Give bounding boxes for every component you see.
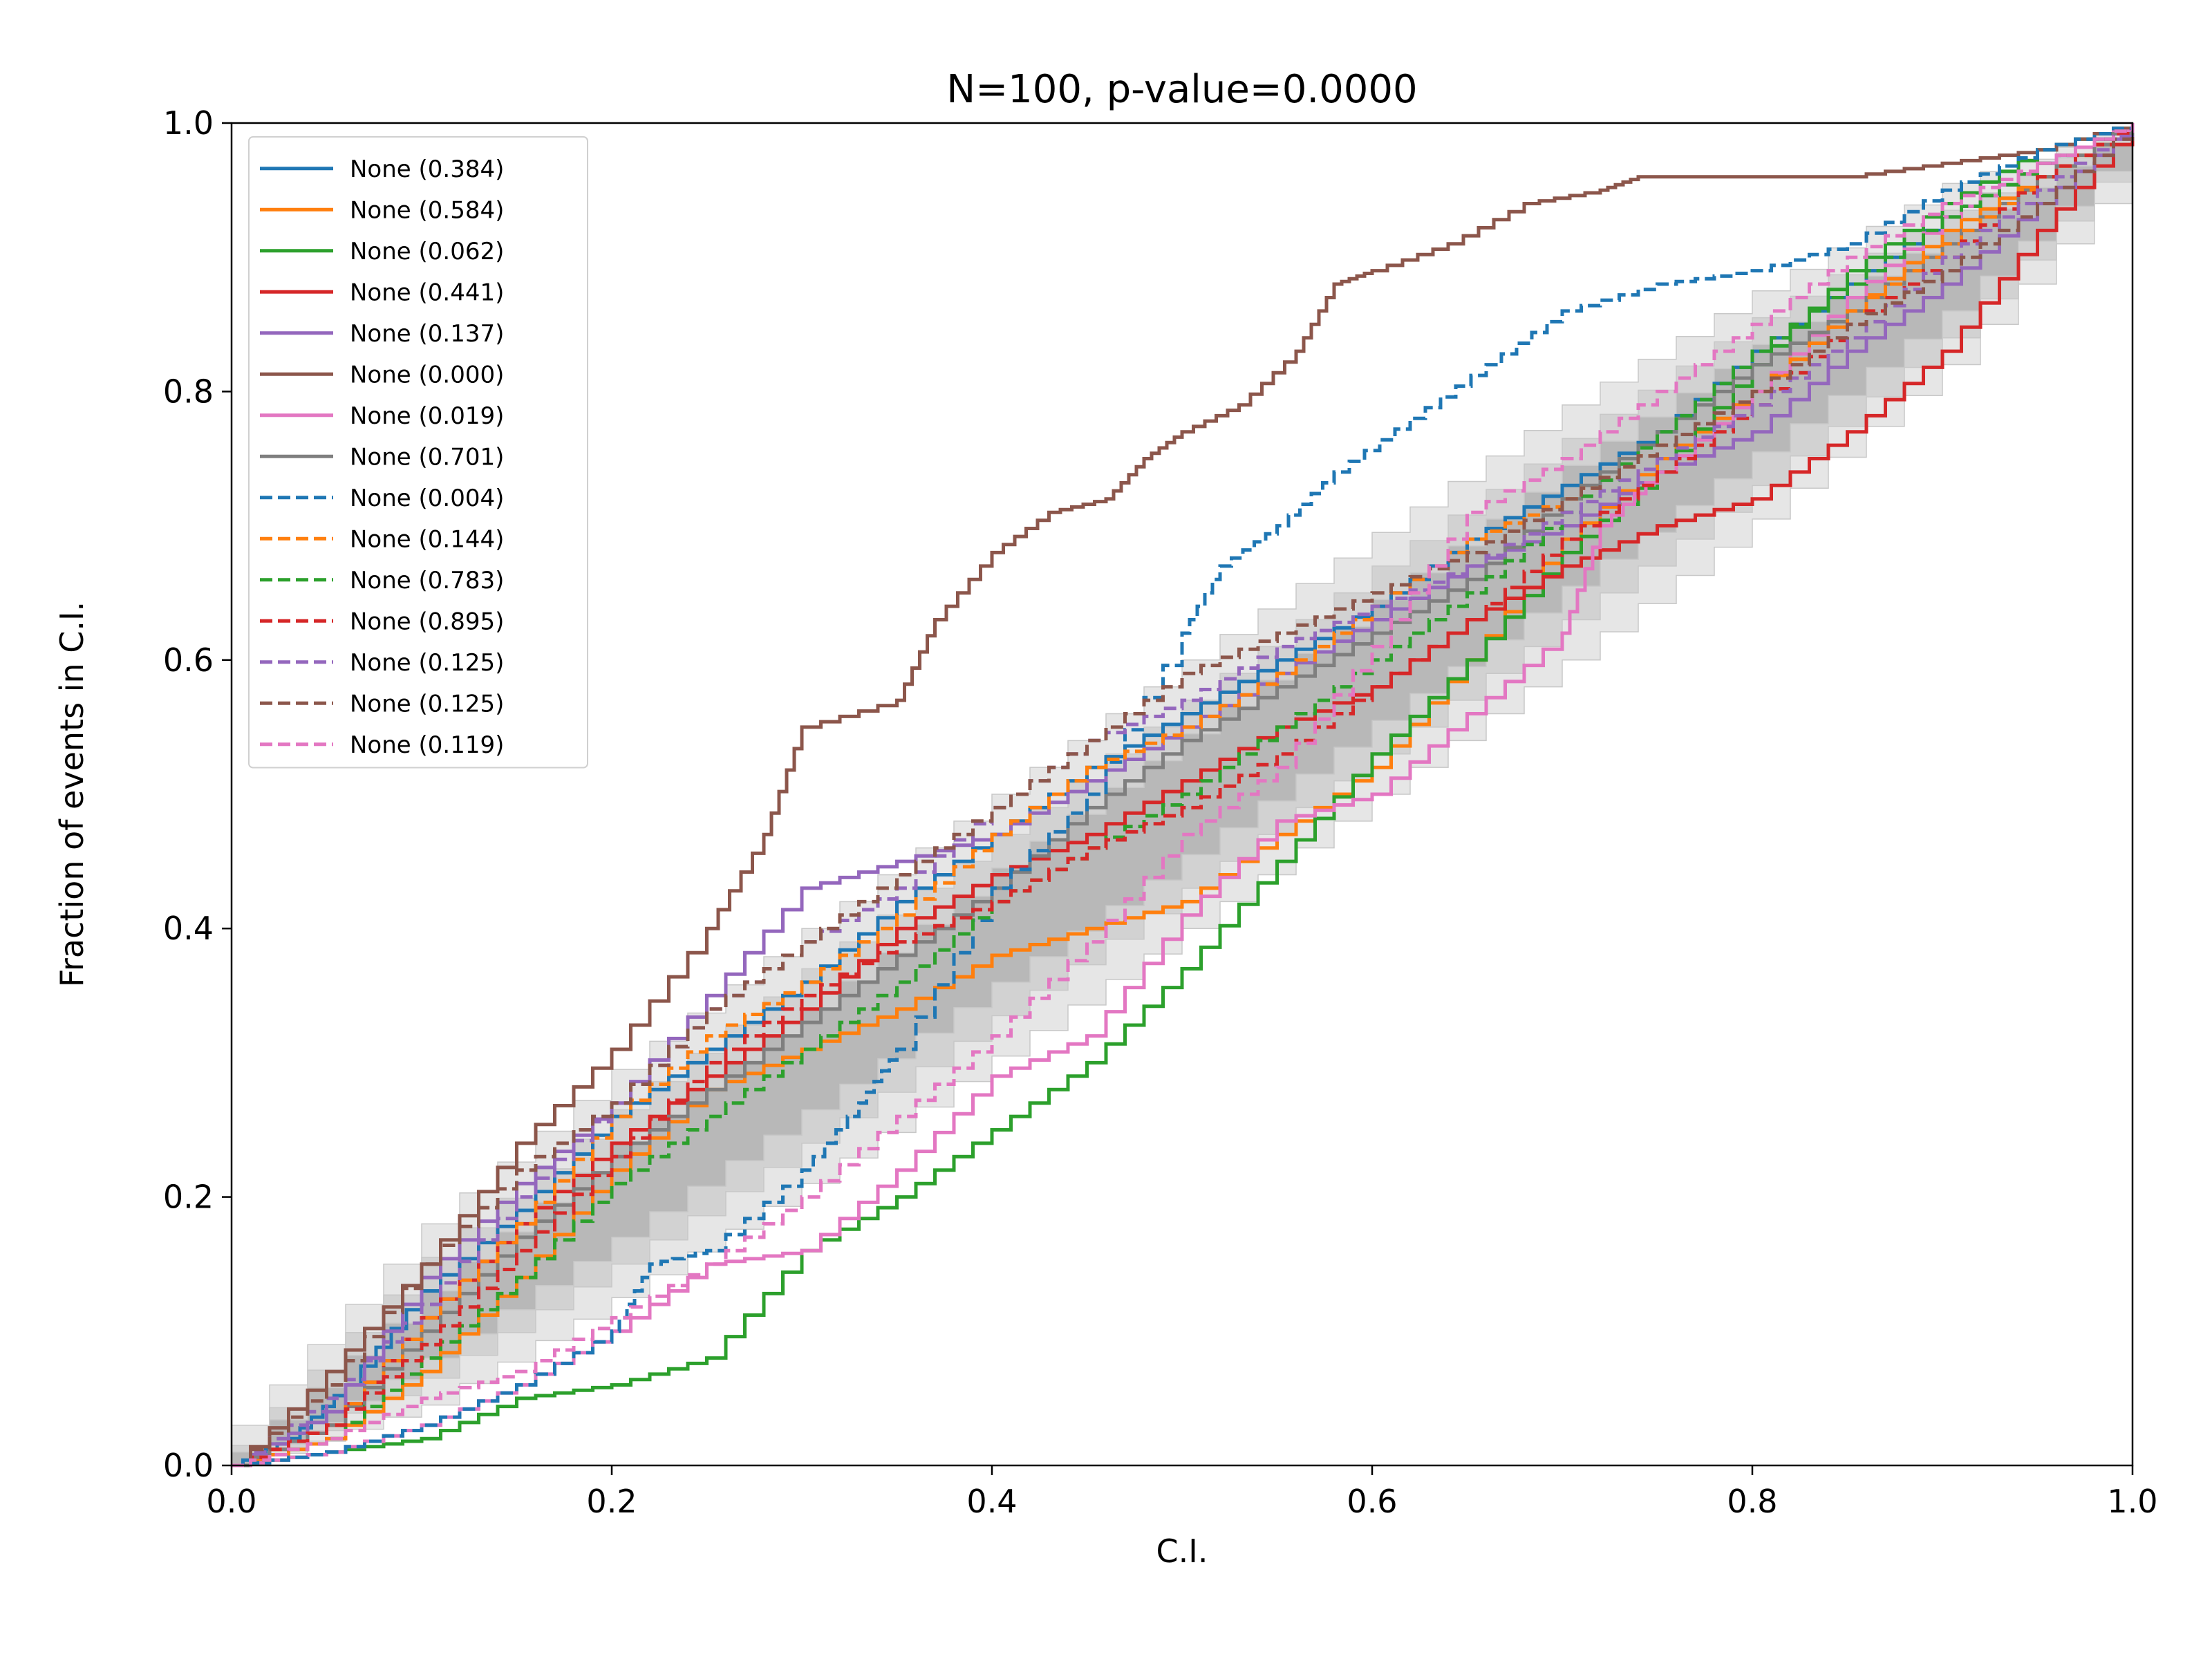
legend-entry-label: None (0.384) xyxy=(350,156,504,183)
chart-title: N=100, p-value=0.0000 xyxy=(946,67,1417,112)
legend-entry-label: None (0.062) xyxy=(350,238,504,265)
series-line-13 xyxy=(232,123,2135,1468)
legend-entry-label: None (0.701) xyxy=(350,443,504,471)
series-line-10 xyxy=(232,123,2135,1468)
data-series xyxy=(232,123,2135,1468)
legend-entry-label: None (0.137) xyxy=(350,320,504,348)
legend-entry-label: None (0.441) xyxy=(350,279,504,306)
y-tick-label: 0.8 xyxy=(163,373,214,410)
plot-frame xyxy=(230,122,2134,1467)
y-tick-label: 0.2 xyxy=(163,1179,214,1216)
legend-entry-label: None (0.584) xyxy=(350,196,504,224)
x-tick-label: 0.6 xyxy=(1347,1483,1397,1520)
x-tick-label: 0.2 xyxy=(586,1483,637,1520)
y-tick-label: 0.0 xyxy=(163,1447,214,1484)
series-line-14 xyxy=(232,123,2135,1468)
legend-entry-label: None (0.783) xyxy=(350,567,504,594)
series-line-7 xyxy=(232,123,2135,1468)
legend: None (0.384) None (0.584) None (0.062) None… xyxy=(248,136,588,769)
legend-entry-label: None (0.004) xyxy=(350,485,504,512)
axis-ticks: 0.0 0.2 0.4 0.6 0.8 1.0 0.0 0.2 0.4 0.6 0.8 1.0 xyxy=(163,104,2158,1520)
series-line-5 xyxy=(232,123,2135,1468)
legend-entry-label: None (0.895) xyxy=(350,608,504,635)
legend-entry-label: None (0.000) xyxy=(350,361,504,388)
legend-box xyxy=(248,136,588,769)
series-line-4 xyxy=(232,123,2135,1468)
y-tick-label: 1.0 xyxy=(163,104,214,142)
legend-entry-label: None (0.125) xyxy=(350,690,504,718)
series-line-12 xyxy=(232,123,2135,1468)
x-tick-label: 0.8 xyxy=(1727,1483,1777,1520)
series-line-8 xyxy=(232,123,2135,1468)
x-tick-label: 1.0 xyxy=(2107,1483,2157,1520)
y-tick-label: 0.4 xyxy=(163,910,214,947)
x-axis-label: C.I. xyxy=(1156,1533,1208,1570)
series-line-11 xyxy=(232,123,2135,1468)
y-axis-label: Fraction of events in C.I. xyxy=(53,601,91,987)
series-line-2 xyxy=(232,123,2135,1468)
legend-entry-label: None (0.125) xyxy=(350,649,504,677)
series-line-9 xyxy=(232,123,2135,1468)
y-tick-label: 0.6 xyxy=(163,641,214,679)
legend-entry-label: None (0.119) xyxy=(350,731,504,759)
legend-entry-label: None (0.144) xyxy=(350,525,504,553)
x-tick-label: 0.0 xyxy=(206,1483,256,1520)
legend-entry-label: None (0.019) xyxy=(350,402,504,430)
x-tick-label: 0.4 xyxy=(966,1483,1017,1520)
